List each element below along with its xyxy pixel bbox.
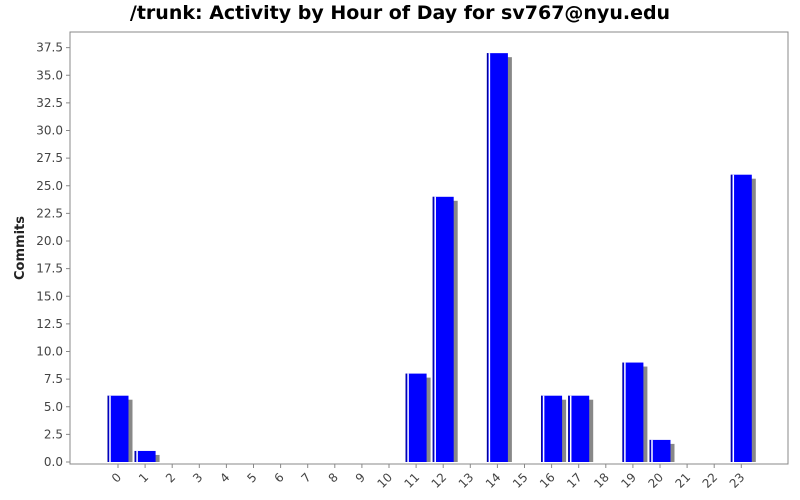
bar-hour-23 xyxy=(730,174,756,462)
x-tick-label: 5 xyxy=(244,470,259,485)
x-tick-label: 15 xyxy=(510,470,531,491)
y-tick-label: 30.0 xyxy=(36,124,63,138)
y-axis-title: Commits xyxy=(13,216,28,280)
x-tick-label: 4 xyxy=(217,470,232,485)
x-tick-label: 21 xyxy=(673,470,694,491)
y-tick-label: 5.0 xyxy=(44,400,63,414)
y-tick-label: 27.5 xyxy=(36,151,63,165)
x-tick-label: 20 xyxy=(645,470,666,491)
y-tick-label: 35.0 xyxy=(36,68,63,82)
x-tick-label: 22 xyxy=(700,470,721,491)
x-tick-label: 11 xyxy=(402,470,423,491)
chart-title: /trunk: Activity by Hour of Day for sv76… xyxy=(129,2,671,24)
x-tick-label: 23 xyxy=(727,470,748,491)
bar-hour-0 xyxy=(107,395,133,462)
bar xyxy=(622,362,644,462)
bar-hour-19 xyxy=(622,362,648,462)
x-tick-label: 2 xyxy=(163,470,178,485)
y-tick-label: 2.5 xyxy=(44,427,63,441)
bar-hour-20 xyxy=(649,439,675,462)
bar-hour-14 xyxy=(486,53,512,463)
y-tick-label: 12.5 xyxy=(36,317,63,331)
x-tick-label: 10 xyxy=(374,470,395,491)
bar-hour-1 xyxy=(134,450,160,462)
x-axis: 0 1 2 3 4 5 6 7 8 9 10 11 12 13 14 15 16 17 18 19 20 21 22 23 xyxy=(109,464,748,491)
x-tick-label: 6 xyxy=(271,470,286,485)
bar xyxy=(649,439,671,462)
x-tick-label: 13 xyxy=(456,470,477,491)
x-tick-label: 3 xyxy=(190,470,205,485)
bar xyxy=(730,174,752,462)
bars-group xyxy=(107,53,756,463)
x-tick-label: 18 xyxy=(591,470,612,491)
x-tick-label: 19 xyxy=(618,470,639,491)
x-tick-label: 0 xyxy=(109,470,124,485)
bar xyxy=(541,395,563,462)
bar xyxy=(486,53,508,463)
bar xyxy=(107,395,129,462)
y-tick-label: 10.0 xyxy=(36,345,63,359)
bar-hour-16 xyxy=(541,395,567,462)
x-tick-label: 16 xyxy=(537,470,558,491)
x-tick-label: 7 xyxy=(299,470,314,485)
x-tick-label: 17 xyxy=(564,470,585,491)
y-tick-label: 32.5 xyxy=(36,96,63,110)
x-tick-label: 8 xyxy=(326,470,341,485)
x-tick-label: 12 xyxy=(429,470,450,491)
y-tick-label: 22.5 xyxy=(36,206,63,220)
y-tick-label: 0.0 xyxy=(44,455,63,469)
bar-hour-12 xyxy=(432,196,458,463)
y-tick-label: 15.0 xyxy=(36,289,63,303)
x-tick-label: 14 xyxy=(483,470,504,491)
y-tick-label: 20.0 xyxy=(36,234,63,248)
x-tick-label: 9 xyxy=(353,470,368,485)
bar xyxy=(432,196,454,463)
bar-hour-17 xyxy=(568,395,594,462)
bar xyxy=(134,450,156,462)
y-tick-label: 17.5 xyxy=(36,262,63,276)
bar-hour-11 xyxy=(405,373,431,462)
y-tick-label: 7.5 xyxy=(44,372,63,386)
y-tick-label: 25.0 xyxy=(36,179,63,193)
bar xyxy=(405,373,427,462)
y-axis: 0.0 2.5 5.0 7.5 10.0 12.5 15.0 17.5 20.0 22.5 25.0… xyxy=(36,41,70,469)
bar xyxy=(568,395,590,462)
x-tick-label: 1 xyxy=(136,470,151,485)
y-tick-label: 37.5 xyxy=(36,41,63,55)
